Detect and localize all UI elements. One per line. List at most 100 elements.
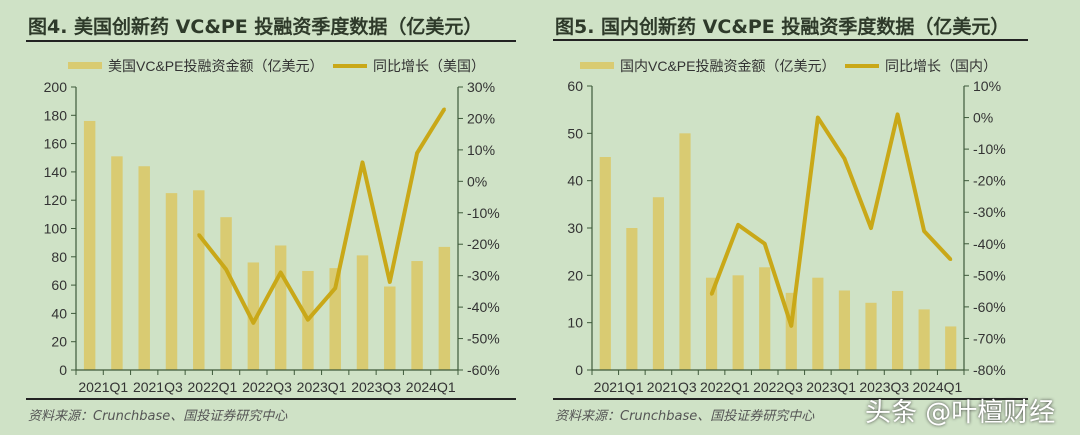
x-tick-label: 2023Q1	[806, 379, 856, 395]
left-tick-label: 160	[44, 136, 68, 152]
left-tick-label: 10	[567, 315, 583, 331]
bar-2022Q1	[705, 277, 718, 370]
right-tick-label: -70%	[973, 330, 1006, 346]
bar-2021Q3	[138, 166, 150, 370]
left-tick-label: 0	[59, 362, 67, 378]
bar-2021Q1	[599, 157, 611, 370]
right-tick-label: 10%	[467, 142, 495, 158]
right-tick-label: -80%	[973, 362, 1006, 378]
us-chart-panel: 图4. 美国创新药 VC&PE 投融资季度数据（亿美元） 美国VC&PE投融资金…	[26, 16, 516, 424]
x-tick-label: 2024Q1	[913, 379, 963, 395]
bar-2021Q2	[111, 156, 123, 370]
legend-line-label: 同比增长（国内）	[885, 58, 997, 74]
bar-2023Q2	[329, 268, 341, 370]
growth-point-2023Q1	[816, 116, 820, 120]
left-tick-label: 100	[44, 221, 68, 237]
left-tick-label: 60	[567, 78, 583, 94]
legend-bar-label: 美国VC&PE投融资金额（亿美元）	[108, 58, 323, 74]
left-tick-label: 140	[44, 164, 68, 180]
title-rule	[553, 39, 1028, 41]
bar-2021Q4	[165, 193, 178, 370]
legend-bar-swatch	[580, 62, 614, 69]
bar-2022Q2	[220, 217, 232, 370]
growth-point-2022Q4	[279, 271, 283, 275]
bar-2023Q1	[812, 277, 824, 370]
growth-point-2022Q4	[789, 324, 793, 328]
title-rule	[26, 40, 516, 42]
bar-2024Q1	[918, 309, 930, 370]
watermark: 头条 @叶檀财经	[865, 398, 1056, 428]
left-tick-label: 200	[44, 79, 68, 95]
x-tick-label: 2023Q1	[297, 379, 347, 395]
chart-source: 资料来源：Crunchbase、国投证券研究中心	[555, 409, 815, 424]
x-tick-label: 2022Q3	[242, 379, 292, 395]
bar-2024Q1	[411, 261, 423, 370]
right-tick-label: 10%	[973, 78, 1001, 94]
growth-point-2022Q2	[224, 267, 228, 271]
left-tick-label: 20	[51, 334, 67, 350]
growth-point-2022Q1	[710, 292, 714, 296]
growth-point-2022Q2	[736, 223, 740, 227]
growth-point-2022Q3	[763, 242, 767, 246]
x-tick-label: 2023Q3	[351, 379, 401, 395]
source-rule	[26, 398, 516, 400]
bar-2023Q3	[865, 302, 877, 370]
bar-2021Q2	[626, 228, 638, 370]
bar-2021Q3	[652, 197, 665, 370]
x-tick-label: 2022Q1	[700, 379, 750, 395]
growth-point-2023Q3	[361, 160, 364, 164]
bar-2022Q3	[759, 267, 771, 370]
right-tick-label: 30%	[467, 79, 495, 95]
cn-chart: 国内VC&PE投融资金额（亿美元） 同比增长（国内） 0 10 20 30 40 50 60 -8…	[567, 58, 1006, 395]
growth-point-2023Q2	[842, 157, 846, 161]
left-tick-label: 80	[51, 249, 67, 265]
growth-point-2022Q1	[197, 233, 201, 237]
bar-2024Q2	[438, 246, 451, 370]
growth-point-2023Q1	[306, 318, 310, 322]
left-tick-label: 30	[567, 220, 583, 236]
right-tick-label: -10%	[467, 205, 500, 221]
bar-2024Q2	[945, 326, 957, 370]
growth-line	[709, 112, 953, 328]
growth-point-2024Q1	[922, 229, 926, 233]
left-tick-label: 0	[575, 362, 583, 378]
left-tick-label: 120	[44, 192, 68, 208]
legend-bar-swatch	[68, 62, 102, 69]
legend-line-label: 同比增长（美国）	[373, 58, 485, 74]
bar-2023Q3	[356, 255, 369, 370]
x-tick-label: 2021Q1	[594, 379, 644, 395]
growth-point-2023Q3	[869, 226, 873, 230]
growth-point-2024Q2	[949, 258, 953, 262]
growth-point-2023Q4	[896, 112, 900, 116]
us-chart: 美国VC&PE投融资金额（亿美元） 同比增长（美国） 0 20 40 60 80 100 120…	[44, 58, 500, 395]
growth-point-2023Q4	[388, 280, 392, 284]
chart-title: 图4. 美国创新药 VC&PE 投融资季度数据（亿美元）	[28, 16, 483, 38]
right-tick-label: -30%	[467, 268, 500, 284]
right-tick-label: -40%	[973, 236, 1006, 252]
bar-2021Q1	[83, 120, 96, 371]
bar-2022Q1	[193, 190, 205, 370]
bar-2023Q2	[838, 290, 851, 370]
bar-2023Q4	[891, 290, 904, 370]
left-tick-label: 40	[567, 173, 583, 189]
growth-line	[197, 107, 447, 325]
left-tick-label: 20	[567, 267, 583, 283]
x-tick-label: 2022Q1	[188, 379, 238, 395]
right-tick-label: -20%	[973, 173, 1006, 189]
left-tick-label: 50	[567, 125, 583, 141]
cn-chart-panel: 图5. 国内创新药 VC&PE 投融资季度数据（亿美元） 国内VC&PE投融资金…	[540, 0, 1080, 435]
left-tick-label: 40	[51, 305, 67, 321]
chart-source: 资料来源：Crunchbase、国投证券研究中心	[28, 409, 288, 424]
right-tick-label: -30%	[973, 204, 1006, 220]
growth-point-2023Q2	[333, 286, 337, 290]
legend-bar-label: 国内VC&PE投融资金额（亿美元）	[620, 58, 835, 74]
growth-point-2022Q3	[251, 321, 255, 325]
x-tick-label: 2023Q3	[859, 379, 909, 395]
right-tick-label: -50%	[467, 331, 500, 347]
x-tick-label: 2021Q3	[133, 379, 183, 395]
x-tick-label: 2022Q3	[753, 379, 803, 395]
right-tick-label: 0%	[467, 173, 487, 189]
right-tick-label: -10%	[973, 141, 1006, 157]
x-tick-label: 2021Q1	[78, 379, 128, 395]
right-tick-label: 20%	[467, 110, 495, 126]
